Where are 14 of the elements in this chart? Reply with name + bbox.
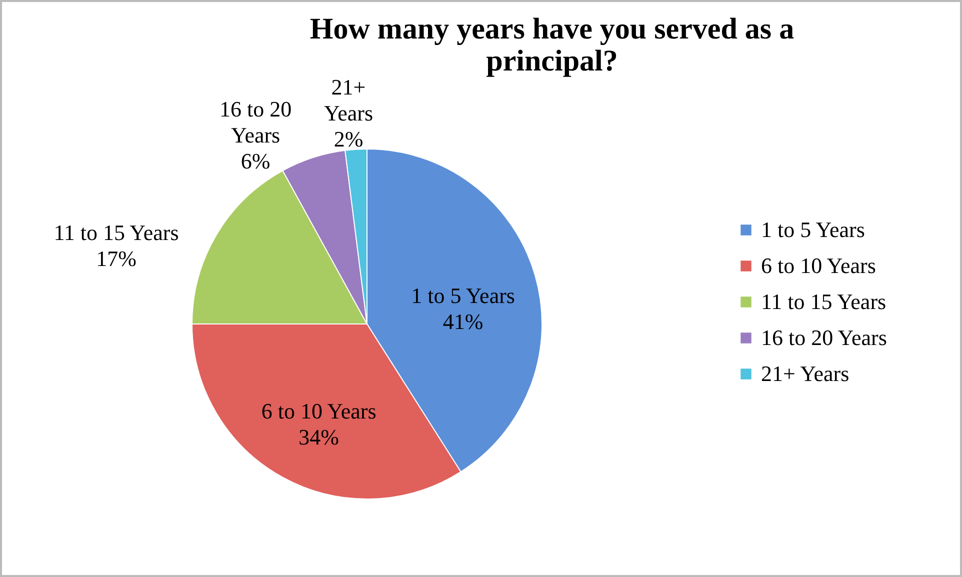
legend-label: 6 to 10 Years <box>761 253 876 278</box>
data-label: 17% <box>96 246 136 272</box>
legend-label: 11 to 15 Years <box>761 289 886 314</box>
data-label: 41% <box>442 309 484 334</box>
data-label: 34% <box>298 424 339 450</box>
data-label: 6% <box>240 148 270 174</box>
slice-label: 6 to 10 Years <box>261 398 376 424</box>
slice-label: 16 to 20 Years <box>220 96 292 148</box>
legend-label: 1 to 5 Years <box>761 217 865 242</box>
legend-label: 16 to 20 Years <box>761 325 887 350</box>
slice-label: 11 to 15 Years <box>54 220 179 246</box>
legend-label: 21+ Years <box>761 361 850 386</box>
slice-label: 1 to 5 Years <box>411 283 515 308</box>
data-label: 2% <box>334 126 364 152</box>
